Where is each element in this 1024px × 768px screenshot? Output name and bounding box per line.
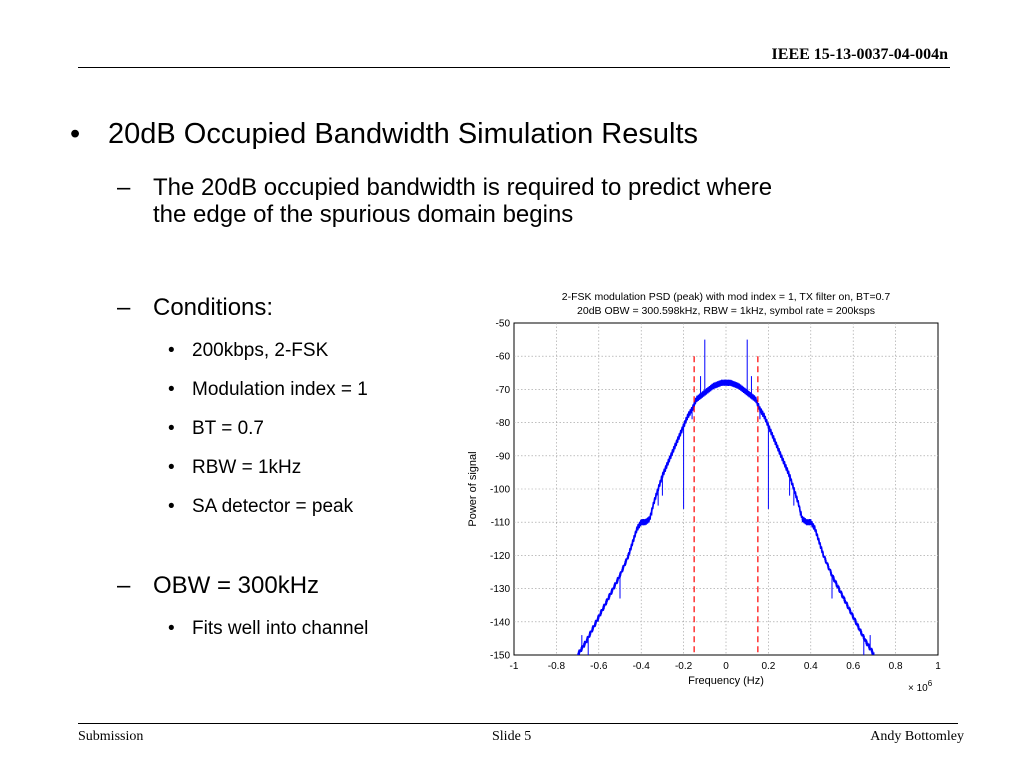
x-tick-label: 0.6 bbox=[846, 661, 860, 672]
obw-item-text: Fits well into channel bbox=[192, 618, 369, 639]
condition-text: RBW = 1kHz bbox=[192, 457, 302, 478]
y-tick-label: -100 bbox=[490, 485, 510, 496]
condition-text: SA detector = peak bbox=[192, 496, 354, 517]
description-line-1: The 20dB occupied bandwidth is required … bbox=[153, 174, 773, 201]
chart-ticks: -1 -0.8 -0.6 -0.4 -0.2 0 0.2 0.4 0.6 0.8 1 -150 -140… bbox=[490, 319, 941, 673]
y-tick-label: -130 bbox=[490, 584, 510, 595]
description-text: The 20dB occupied bandwidth is required … bbox=[153, 174, 772, 228]
condition-text: 200kbps, 2-FSK bbox=[192, 340, 329, 361]
document-id: IEEE 15-13-0037-04-004n bbox=[771, 46, 948, 63]
condition-text: BT = 0.7 bbox=[192, 418, 265, 439]
slide-title: 20dB Occupied Bandwidth Simulation Resul… bbox=[108, 118, 698, 150]
y-tick-label: -70 bbox=[496, 385, 511, 396]
y-tick-label: -120 bbox=[490, 551, 510, 562]
bullet-marker: • bbox=[168, 379, 175, 400]
condition-text: Modulation index = 1 bbox=[192, 379, 368, 400]
y-tick-label: -80 bbox=[496, 418, 511, 429]
x-tick-label: -1 bbox=[510, 661, 519, 672]
dash-marker: – bbox=[117, 294, 131, 321]
dash-marker: – bbox=[117, 572, 131, 599]
y-axis-label: Power of signal bbox=[467, 451, 479, 526]
bullet-marker: • bbox=[70, 118, 81, 150]
footer-divider bbox=[78, 723, 958, 724]
footer-slide-number: Slide 5 bbox=[492, 729, 532, 744]
x-tick-label: 0.4 bbox=[804, 661, 818, 672]
x-tick-label: -0.8 bbox=[548, 661, 566, 672]
obw-label: OBW = 300kHz bbox=[153, 572, 320, 599]
x-axis-multiplier: × 106 bbox=[908, 679, 933, 694]
description-line-2: the edge of the spurious domain begins bbox=[153, 201, 574, 228]
footer-left: Submission bbox=[78, 729, 144, 744]
y-tick-label: -110 bbox=[491, 518, 511, 529]
dash-marker: – bbox=[117, 174, 131, 201]
chart-subtitle: 20dB OBW = 300.598kHz, RBW = 1kHz, symbo… bbox=[577, 305, 875, 317]
x-tick-label: 0 bbox=[723, 661, 729, 672]
x-axis-label: Frequency (Hz) bbox=[688, 675, 764, 687]
bullet-marker: • bbox=[168, 618, 175, 639]
bullet-marker: • bbox=[168, 496, 175, 517]
bullet-marker: • bbox=[168, 457, 175, 478]
header-divider bbox=[78, 67, 950, 68]
y-tick-label: -140 bbox=[490, 617, 510, 628]
x-tick-label: 0.2 bbox=[761, 661, 775, 672]
bullet-marker: • bbox=[168, 340, 175, 361]
x-tick-label: 0.8 bbox=[889, 661, 903, 672]
footer-author: Andy Bottomley bbox=[870, 729, 964, 744]
x-tick-label: -0.6 bbox=[590, 661, 608, 672]
y-tick-label: -90 bbox=[496, 451, 511, 462]
x-tick-label: -0.2 bbox=[675, 661, 693, 672]
y-tick-label: -150 bbox=[490, 651, 510, 662]
psd-series-line bbox=[577, 379, 875, 656]
x-tick-label: 1 bbox=[935, 661, 941, 672]
chart-marks bbox=[577, 339, 875, 656]
bullet-marker: • bbox=[168, 418, 175, 439]
y-tick-label: -50 bbox=[496, 319, 511, 330]
chart-title: 2-FSK modulation PSD (peak) with mod ind… bbox=[562, 291, 891, 303]
y-tick-label: -60 bbox=[496, 352, 511, 363]
conditions-label: Conditions: bbox=[153, 294, 274, 321]
x-tick-label: -0.4 bbox=[633, 661, 651, 672]
